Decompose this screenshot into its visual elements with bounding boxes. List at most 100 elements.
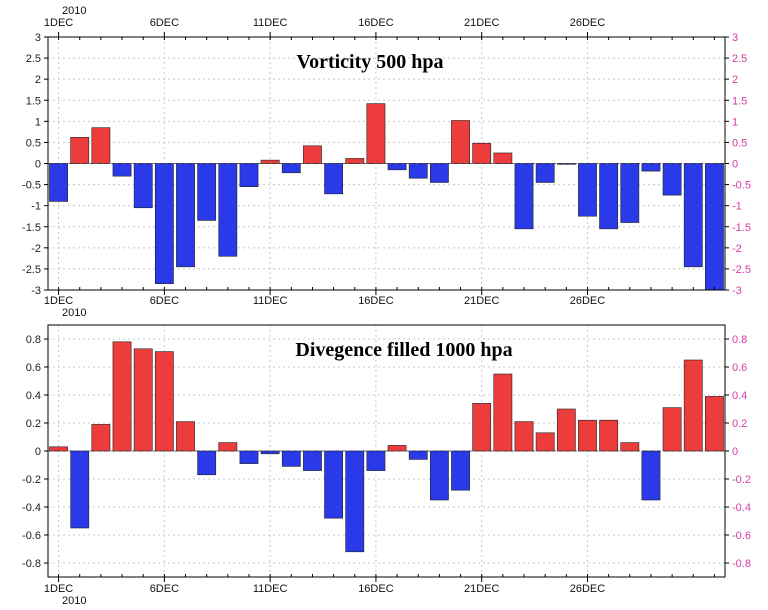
vorticity-bars [49,103,724,291]
divergence-bottom-year-label: 2010 [62,595,86,607]
divergence-bar [451,450,470,491]
vorticity-bar [514,163,534,230]
vorticity-bar [281,163,301,174]
vorticity-y-tick-label-left: 0 [35,159,41,171]
vorticity-y-tick-label-left: -2.5 [22,264,41,276]
vorticity-bar [535,163,555,183]
vorticity-x-tick-label-top: 26DEC [570,17,606,29]
vorticity-bar [429,163,449,183]
vorticity-x-tick-label: 11DEC [253,295,288,307]
divergence-y-axis: -0.8 -0.8 -0.6 -0.6 -0.4 -0.4 -0.2 -0.2 0 0 0.2 0.2… [22,334,751,570]
divergence-bar [429,450,449,501]
vorticity-bar [176,163,195,268]
divergence-bar [366,450,386,471]
divergence-x-axis: 1DEC 6DEC 11DEC 16DEC 21DEC 26DEC [44,574,715,595]
divergence-bar [197,450,217,476]
divergence-bar [641,450,661,501]
vorticity-y-tick-label-left: -2 [31,243,41,255]
divergence-bar [112,341,132,452]
vorticity-y-tick-label-left: -3 [31,285,41,297]
vorticity-y-tick-label-right: 3 [732,32,738,44]
vorticity-bar [493,152,513,164]
divergence-y-tick-label-right: 0.2 [732,418,747,430]
divergence-bar [239,450,259,464]
divergence-x-tick-label: 6DEC [150,583,179,595]
vorticity-x-tick-label-top: 6DEC [150,17,179,29]
divergence-y-tick-label-left: 0.2 [26,418,41,430]
vorticity-x-tick-label-top: 21DEC [464,17,500,29]
divergence-y-tick-label-left: 0 [35,446,41,458]
divergence-plot-frame [47,324,726,578]
divergence-y-tick-label-left: 0.6 [26,362,41,374]
divergence-bar [49,446,68,452]
vorticity-y-tick-label-left: 3 [35,32,41,44]
vorticity-x-axis: 1DEC 6DEC 11DEC 16DEC 21DEC 26DEC 1DEC 6DEC 11DE… [44,17,715,307]
vorticity-y-tick-label-right: 0 [732,159,738,171]
divergence-bars [49,341,724,553]
vorticity-x-tick-label: 21DEC [464,295,500,307]
vorticity-bar [70,137,90,164]
vorticity-bar [620,163,640,223]
divergence-chart-title: Divegence filled 1000 hpa [295,339,512,361]
vorticity-y-tick-label-right: 1.5 [732,95,747,107]
vorticity-x-tick-label-top: 11DEC [253,17,288,29]
divergence-y-tick-label-right: -0.2 [732,474,751,486]
vorticity-y-tick-label-left: 2.5 [26,53,41,65]
vorticity-bar [683,163,703,268]
vorticity-y-tick-label-right: -1 [732,201,742,213]
vorticity-bar [662,163,682,196]
vorticity-bar [197,163,217,221]
vorticity-x-tick-label-top: 1DEC [44,17,73,29]
vorticity-bar [408,163,428,179]
vorticity-bar [91,127,111,164]
divergence-bar [218,442,238,452]
vorticity-y-tick-label-right: -2 [732,243,742,255]
divergence-x-tick-label: 16DEC [358,583,394,595]
divergence-y-tick-label-left: -0.6 [22,530,41,542]
divergence-bar [91,424,111,452]
divergence-bar [472,403,492,452]
divergence-bar [514,421,534,452]
vorticity-bar [324,163,344,195]
divergence-x-tick-label: 11DEC [253,583,288,595]
divergence-y-tick-label-right: -0.4 [732,502,751,514]
divergence-y-tick-label-left: 0.8 [26,334,41,346]
vorticity-bar [154,163,174,284]
divergence-bar [176,421,195,452]
vorticity-bar [218,163,238,257]
vorticity-bar [345,158,365,164]
vorticity-bar [451,120,470,164]
divergence-bar [70,450,90,529]
vorticity-y-tick-label-right: 2 [732,74,738,86]
divergence-bar [599,419,619,452]
vorticity-bar [387,163,407,171]
divergence-bar [387,445,407,452]
vorticity-bar [133,163,153,209]
divergence-y-tick-label-left: -0.8 [22,558,41,570]
divergence-y-tick-label-right: 0.6 [732,362,747,374]
vorticity-plot-frame [47,36,726,291]
divergence-y-tick-label-left: 0.4 [26,390,41,402]
vorticity-bar [556,163,576,165]
vorticity-y-tick-label-left: -1 [31,201,41,213]
vorticity-x-tick-label-top: 16DEC [358,17,394,29]
vorticity-bar [599,163,619,230]
divergence-bar [260,450,280,455]
divergence-x-tick-label: 1DEC [44,583,73,595]
vorticity-bar [472,142,492,164]
divergence-y-tick-label-right: -0.8 [732,558,751,570]
vorticity-bar [641,163,661,172]
divergence-bar [705,396,724,452]
divergence-bar [408,450,428,460]
divergence-x-tick-label: 21DEC [464,583,500,595]
divergence-bar [535,432,555,452]
vorticity-y-tick-label-right: -3 [732,285,742,297]
divergence-bar [683,359,703,452]
divergence-y-tick-label-right: 0.4 [732,390,747,402]
divergence-bar [345,450,365,553]
divergence-y-tick-label-right: -0.6 [732,530,751,542]
vorticity-y-tick-label-right: -1.5 [732,222,751,234]
vorticity-y-tick-label-right: 1 [732,116,738,128]
vorticity-y-tick-label-right: -0.5 [732,180,751,192]
